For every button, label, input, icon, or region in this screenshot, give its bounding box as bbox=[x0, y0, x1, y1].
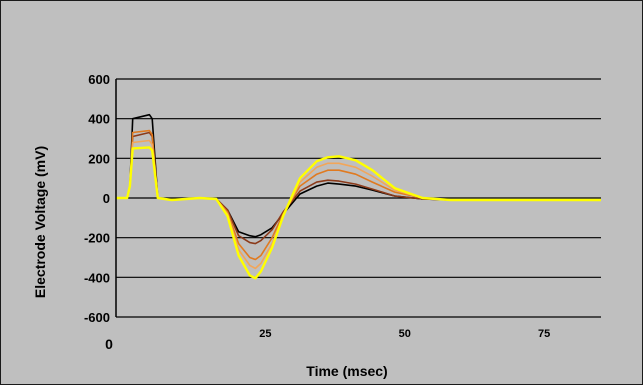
y-tick-label: 400 bbox=[88, 112, 110, 127]
y-tick-label: 0 bbox=[103, 191, 110, 206]
y-tick-labels: 600 400 200 0 -200 -400 -600 bbox=[84, 72, 110, 325]
series-line bbox=[116, 146, 601, 280]
series-line bbox=[116, 129, 601, 261]
x-tick-labels: 0 25 50 75 bbox=[105, 328, 550, 352]
x-tick-label: 50 bbox=[399, 328, 411, 340]
x-axis-title: Time (msec) bbox=[306, 363, 387, 379]
y-tick-label: 200 bbox=[88, 151, 110, 166]
series-line bbox=[116, 139, 601, 270]
y-tick-label: 600 bbox=[88, 72, 110, 87]
series-line bbox=[116, 131, 601, 245]
x-tick-label: 0 bbox=[105, 336, 113, 352]
x-tick-label: 75 bbox=[538, 328, 550, 340]
y-tick-label: -600 bbox=[84, 310, 110, 325]
x-tick-label: 25 bbox=[259, 328, 271, 340]
y-tick-label: -200 bbox=[84, 231, 110, 246]
series-lines bbox=[116, 113, 601, 280]
y-axis-title: Electrode Voltage (mV) bbox=[32, 146, 48, 298]
y-tick-label: -400 bbox=[84, 270, 110, 285]
